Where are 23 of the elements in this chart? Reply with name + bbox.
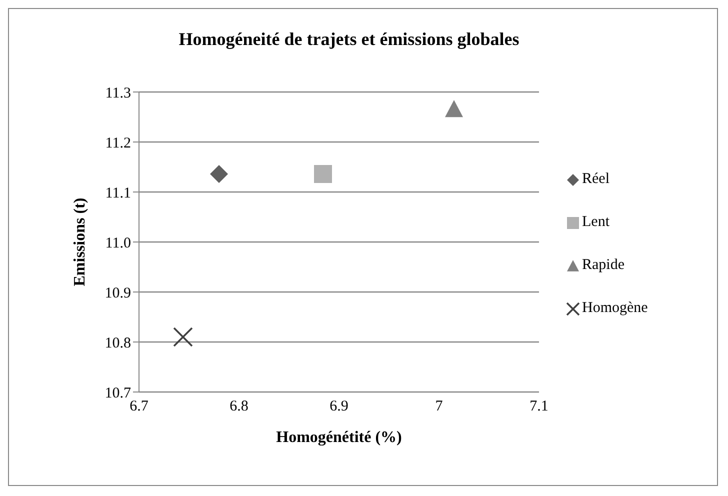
y-tick-label: 11.1 [105,185,131,202]
x-tick-label: 7 [435,398,444,415]
y-tick-label: 11.3 [105,85,131,102]
y-tick-label: 10.7 [104,385,132,402]
point [210,165,228,183]
x-tick-label: 6.7 [130,398,149,415]
y-tick-label: 10.9 [104,285,131,302]
x-tick-label: 6.8 [230,398,248,415]
y-tick-label: 11.2 [105,135,131,152]
point [173,327,193,347]
legend-label: Homogène [582,300,648,317]
point [314,165,332,183]
x-axis-title: Homogénétité (%) [276,429,402,446]
y-axis-title: Emissions (t) [72,198,89,286]
x-tick-label: 7.1 [530,398,548,415]
x-tick-label: 6.9 [330,398,348,415]
legend-label: Rapide [582,257,624,274]
legend-label: Lent [582,214,610,231]
chart-title: Homogéneité de trajets et émissions globales [178,29,520,50]
point [445,100,463,118]
legend-label: Réel [582,171,610,188]
y-tick-label: 10.8 [104,335,131,352]
y-tick-label: 11.0 [105,235,131,252]
